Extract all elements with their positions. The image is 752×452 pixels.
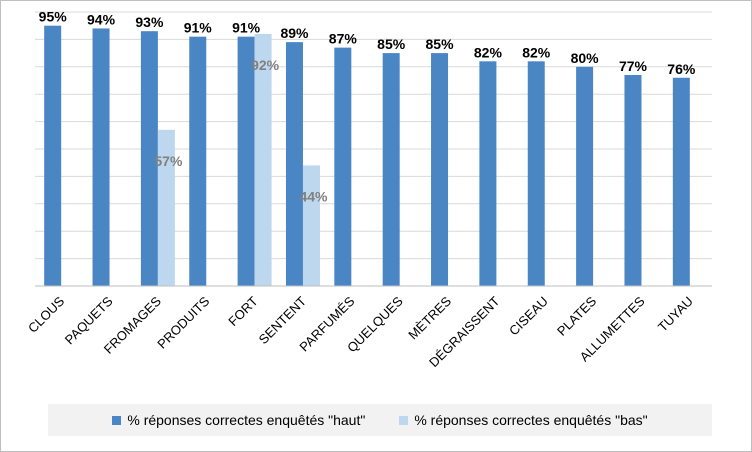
bar-haut xyxy=(44,25,62,286)
bar-haut xyxy=(527,61,545,286)
x-tick-label: MÈTRES xyxy=(405,293,454,342)
data-labels: 95% 94% 93% 57% 91% 91% 92%89% 44% 87% 85% 85% 82% 8… xyxy=(39,9,696,205)
bar-haut xyxy=(576,66,594,286)
bar-haut xyxy=(285,42,303,286)
bar-haut xyxy=(92,28,110,286)
bar-bas xyxy=(157,129,175,286)
legend-label-haut: % réponses correctes enquêtés "haut" xyxy=(127,412,366,428)
bar-haut xyxy=(479,61,497,286)
bar-haut xyxy=(382,53,400,286)
bar-haut xyxy=(237,36,255,286)
bar-haut xyxy=(189,36,207,286)
legend: % réponses correctes enquêtés "haut" % r… xyxy=(48,404,712,436)
data-label-bas: 57% xyxy=(154,153,183,169)
legend-item-bas: % réponses correctes enquêtés "bas" xyxy=(399,412,648,428)
legend-item-haut: % réponses correctes enquêtés "haut" xyxy=(112,412,365,428)
x-tick-label: PRODUITS xyxy=(154,293,212,351)
data-label-haut: 76% xyxy=(667,61,696,77)
legend-label-bas: % réponses correctes enquêtés "bas" xyxy=(414,412,648,428)
data-label-haut: 80% xyxy=(571,50,600,66)
x-tick-label: TUYAU xyxy=(655,294,696,335)
data-label-haut: 95% xyxy=(39,9,68,25)
data-label-haut: 91% xyxy=(232,20,261,36)
bar-haut xyxy=(140,31,158,287)
bar-bas xyxy=(254,33,272,286)
data-label-haut: 89% xyxy=(280,25,309,41)
bars xyxy=(44,25,690,287)
bar-haut xyxy=(431,53,449,286)
x-tick-label: CLOUS xyxy=(25,293,68,336)
data-label-bas: 44% xyxy=(299,188,328,204)
data-label-haut: 85% xyxy=(377,36,406,52)
data-label-haut: 91% xyxy=(184,20,213,36)
bar-haut xyxy=(624,75,642,287)
data-label-haut: 82% xyxy=(522,44,551,60)
data-label-haut: 77% xyxy=(619,58,648,74)
legend-swatch-bas xyxy=(399,415,409,425)
x-tick-label: FORT xyxy=(225,293,261,329)
data-label-haut: 85% xyxy=(426,36,455,52)
x-tick-label: CISEAU xyxy=(506,294,551,339)
bar-haut xyxy=(334,47,352,287)
legend-swatch-haut xyxy=(112,415,122,425)
x-tick-label: PLATES xyxy=(554,293,599,338)
data-label-haut: 94% xyxy=(87,11,116,27)
data-label-haut: 87% xyxy=(329,31,358,47)
bar-haut xyxy=(672,77,690,286)
data-label-haut: 93% xyxy=(135,14,164,30)
data-label-haut: 82% xyxy=(474,44,503,60)
data-label-bas: 92% xyxy=(251,57,280,73)
bar-bas xyxy=(302,165,320,286)
gridlines xyxy=(35,11,712,260)
